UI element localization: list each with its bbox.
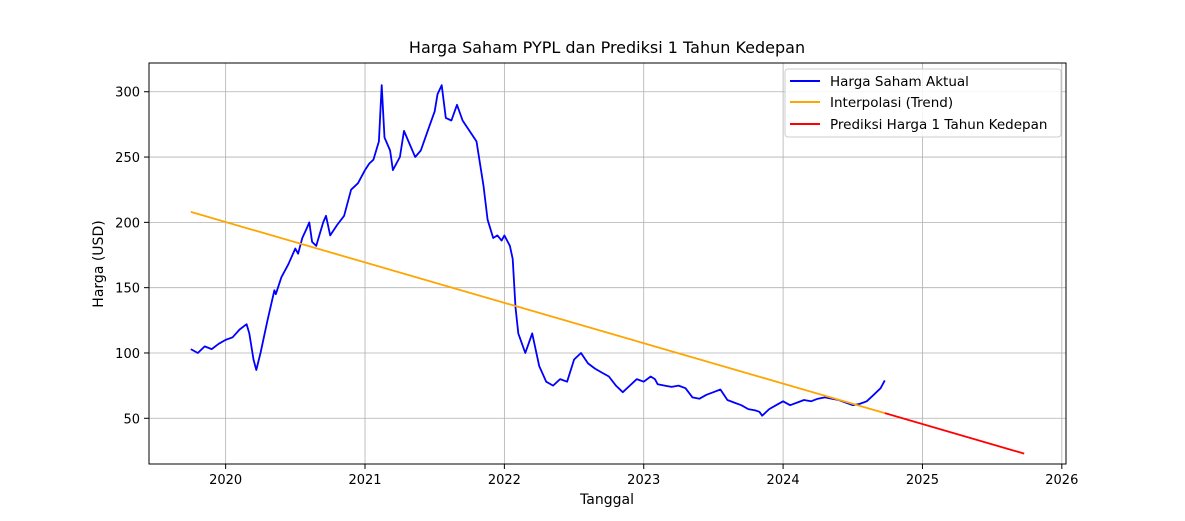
x-tick-label: 2024 (767, 473, 800, 488)
y-tick-label: 250 (115, 151, 140, 166)
x-tick-label: 2025 (906, 473, 939, 488)
x-tick-label: 2023 (627, 473, 660, 488)
plot-frame (148, 62, 1067, 465)
legend-box (784, 68, 1062, 138)
series-line-trend (190, 211, 886, 414)
y-tick-label: 50 (123, 412, 140, 427)
y-axis-title: Harga (USD) (91, 220, 107, 307)
chart-title: Harga Saham PYPL dan Prediksi 1 Tahun Ke… (409, 38, 805, 57)
series-line-actual (190, 84, 886, 417)
ticks: 2020 2021 2022 2023 2024 2025 2026 50 100 150 200 2… (115, 86, 1078, 488)
y-tick-label: 150 (115, 282, 140, 297)
x-axis-title: Tanggal (579, 492, 634, 508)
y-tick-label: 100 (115, 347, 140, 362)
series-line-prediction (884, 412, 1025, 455)
series-layer (190, 84, 1025, 455)
legend-label-trend: Interpolasi (Trend) (830, 95, 953, 111)
y-tick-label: 200 (115, 216, 140, 231)
legend: Harga Saham Aktual Interpolasi (Trend) P… (784, 68, 1062, 138)
y-tick-label: 300 (115, 86, 140, 101)
legend-label-prediction: Prediksi Harga 1 Tahun Kedepan (830, 117, 1047, 133)
x-tick-label: 2020 (209, 473, 242, 488)
legend-label-actual: Harga Saham Aktual (830, 74, 969, 90)
x-tick-label: 2022 (488, 473, 521, 488)
x-tick-label: 2021 (348, 473, 381, 488)
x-tick-label: 2026 (1045, 473, 1078, 488)
